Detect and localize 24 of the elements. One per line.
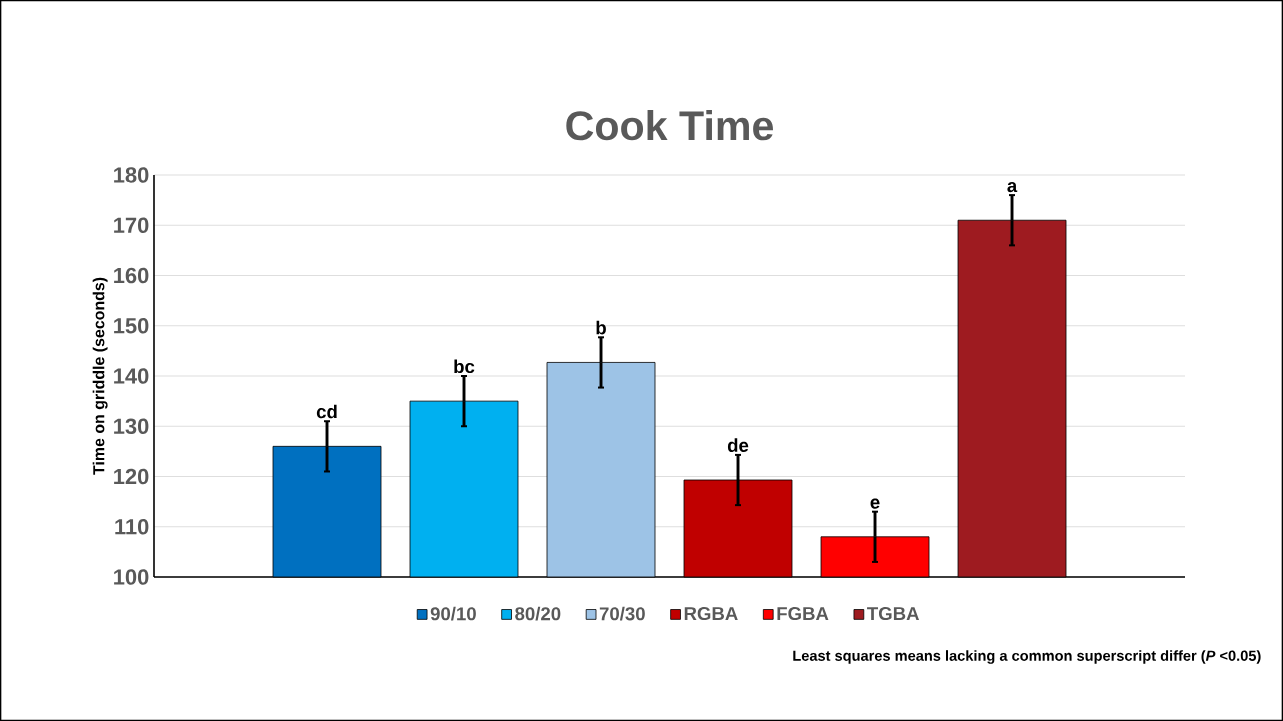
legend-label: 80/20 (515, 606, 561, 621)
y-tick-label: 110 (115, 518, 149, 535)
data-label: bc (454, 359, 475, 374)
legend-label: TGBA (867, 606, 920, 621)
y-tick-label: 150 (114, 317, 149, 334)
y-tick-label: 100 (114, 569, 149, 585)
data-label: b (596, 320, 606, 335)
y-axis-title: Time on griddle (seconds) (92, 277, 108, 475)
y-tick-label: 140 (114, 368, 149, 384)
y-tick-label: 170 (114, 217, 149, 233)
legend-label: RGBA (684, 606, 738, 621)
legend-label: 90/10 (430, 606, 476, 621)
y-tick-label: 130 (114, 418, 149, 435)
text: Least squares means lacking a common superscript differ (P <0.05) (793, 650, 1261, 664)
legend-label: FGBA (777, 606, 829, 621)
y-tick-label: 120 (114, 468, 149, 485)
chart-title: Cook Time (566, 110, 773, 141)
data-label: de (727, 438, 749, 452)
data-label: e (870, 498, 880, 509)
legend-label: 70/30 (599, 606, 645, 621)
y-tick-label: 160 (114, 267, 149, 284)
data-label: cd (316, 404, 337, 419)
y-tick-label: 180 (114, 167, 149, 183)
data-label: a (1007, 181, 1018, 193)
